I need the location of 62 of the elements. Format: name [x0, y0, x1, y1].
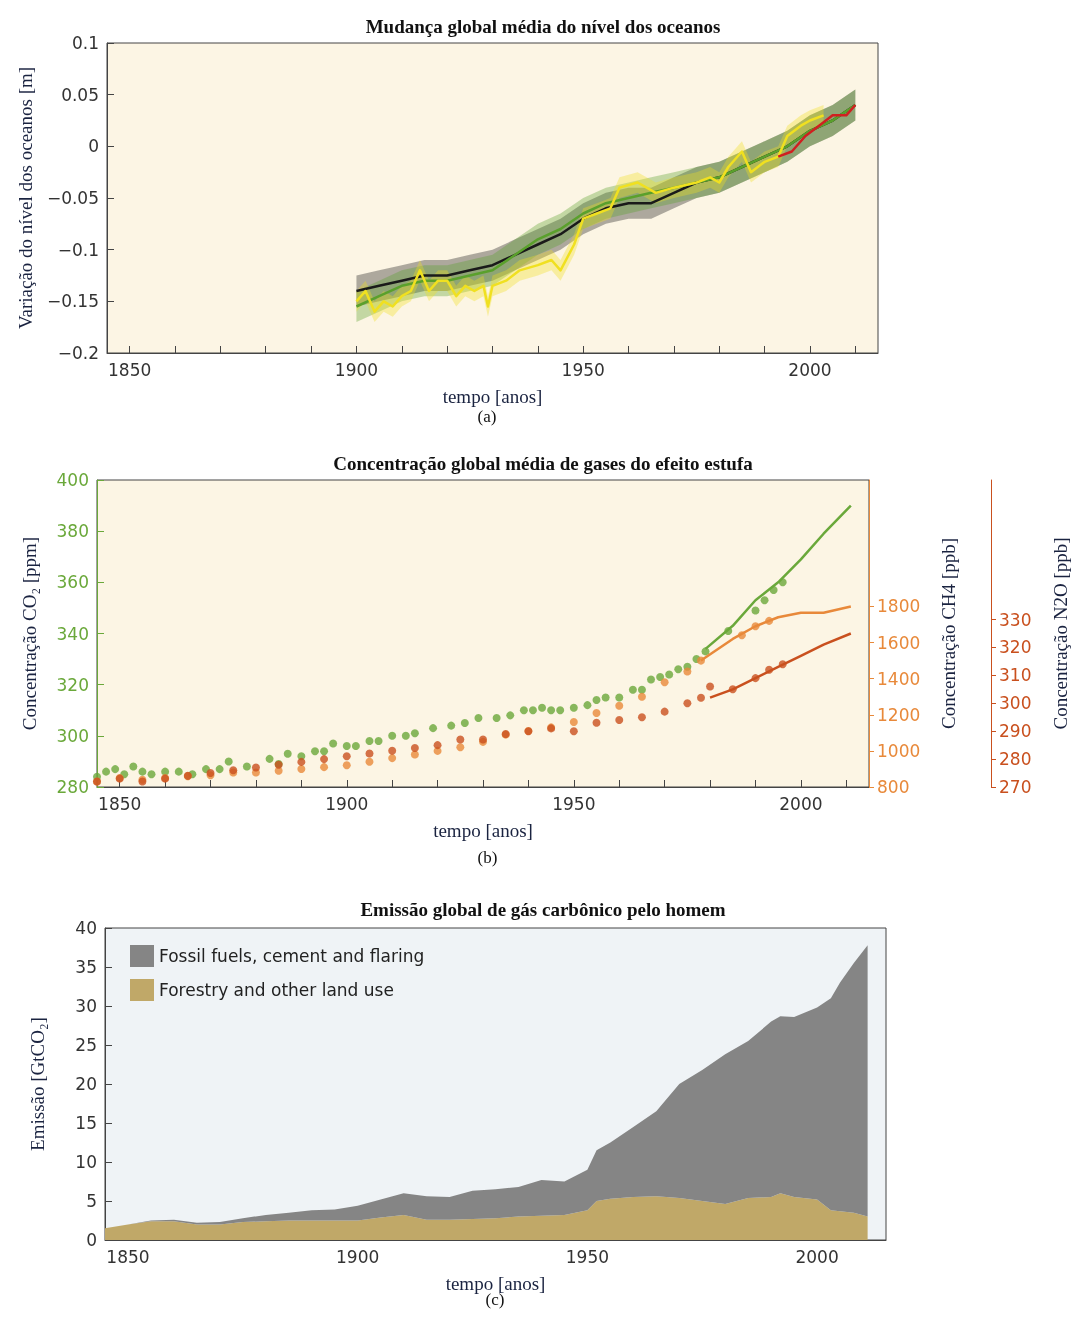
y-tick-label: 20 — [75, 1074, 97, 1094]
y-tick-label: −0.2 — [57, 343, 99, 363]
y-tick-label: 360 — [56, 572, 89, 593]
y-axis-title: Emissão [GtCO₂] — [27, 1017, 48, 1151]
y-tick-label: 40 — [75, 918, 97, 938]
y-tick-label: 0.05 — [61, 84, 99, 105]
y-tick-label: 0 — [88, 136, 99, 157]
y3-axis-title: Concentração N2O [ppb] — [1050, 537, 1071, 730]
y-tick-label: 10 — [75, 1152, 97, 1172]
y-tick-label: 280 — [56, 777, 89, 797]
y-tick-label: 340 — [56, 623, 89, 644]
x-tick-label: 1850 — [108, 359, 152, 380]
chart-title: Emissão global de gás carbônico pelo homem — [360, 899, 726, 920]
y-tick-label: 35 — [75, 957, 97, 977]
y-tick-label: 25 — [75, 1035, 97, 1055]
y-axis-title: Variação do nível dos oceanos [m] — [15, 66, 36, 330]
legend-label: Fossil fuels, cement and flaring — [159, 946, 425, 966]
x-tick-label: 1950 — [552, 793, 596, 814]
y3-tick-label: 300 — [999, 693, 1032, 714]
x-tick-label: 2000 — [788, 359, 832, 380]
text: (b) — [477, 848, 498, 867]
x-tick-label: 2000 — [795, 1246, 839, 1267]
y-tick-label: 0.1 — [71, 33, 99, 53]
y2-tick-label: 1800 — [877, 596, 921, 617]
y2-axis-title: Concentração CH4 [ppb] — [938, 538, 959, 729]
y2-tick-label: 1200 — [877, 704, 921, 725]
y-tick-label: 0 — [86, 1230, 97, 1250]
y-tick-label: −0.1 — [57, 239, 99, 260]
y-tick-label: 300 — [56, 725, 89, 746]
x-tick-label: 1950 — [565, 1246, 610, 1267]
x-tick-label: 1950 — [561, 359, 605, 380]
y-tick-label: −0.15 — [46, 291, 99, 312]
x-tick-label: 1850 — [106, 1246, 150, 1267]
x-tick-label: 1900 — [334, 359, 379, 380]
y-tick-label: 15 — [75, 1113, 97, 1133]
x-tick-label: 2000 — [779, 793, 823, 814]
chart-title: Concentração global média de gases do efeito estufa — [333, 453, 754, 474]
x-axis-title: tempo [anos] — [442, 386, 543, 407]
y2-tick-label: 800 — [877, 777, 910, 797]
y3-tick-label: 330 — [999, 609, 1032, 630]
y-tick-label: 30 — [75, 996, 97, 1016]
x-tick-label: 1900 — [336, 1246, 380, 1267]
y3-tick-label: 280 — [999, 749, 1032, 770]
y3-tick-label: 290 — [999, 721, 1032, 742]
x-tick-label: 1850 — [98, 793, 142, 814]
y2-tick-label: 1600 — [877, 632, 921, 653]
x-axis-title: tempo [anos] — [433, 820, 533, 841]
y-tick-label: 380 — [56, 521, 89, 542]
y-axis-title: Concentração CO₂ [ppm] — [19, 536, 40, 731]
legend-label: Forestry and other land use — [159, 980, 394, 1000]
text: (a) — [477, 407, 497, 426]
y3-tick-label: 270 — [999, 777, 1032, 797]
y-tick-label: 320 — [56, 674, 89, 695]
y2-tick-label: 1000 — [877, 740, 921, 761]
y2-tick-label: 1400 — [877, 668, 921, 689]
y-tick-label: −0.05 — [46, 188, 99, 208]
chart-title: Mudança global média do nível dos oceanos — [365, 16, 721, 37]
y3-tick-label: 320 — [999, 637, 1032, 658]
x-tick-label: 1900 — [325, 793, 369, 814]
y-tick-label: 5 — [86, 1191, 97, 1211]
y-tick-label: 400 — [56, 470, 89, 490]
y3-tick-label: 310 — [999, 665, 1032, 686]
